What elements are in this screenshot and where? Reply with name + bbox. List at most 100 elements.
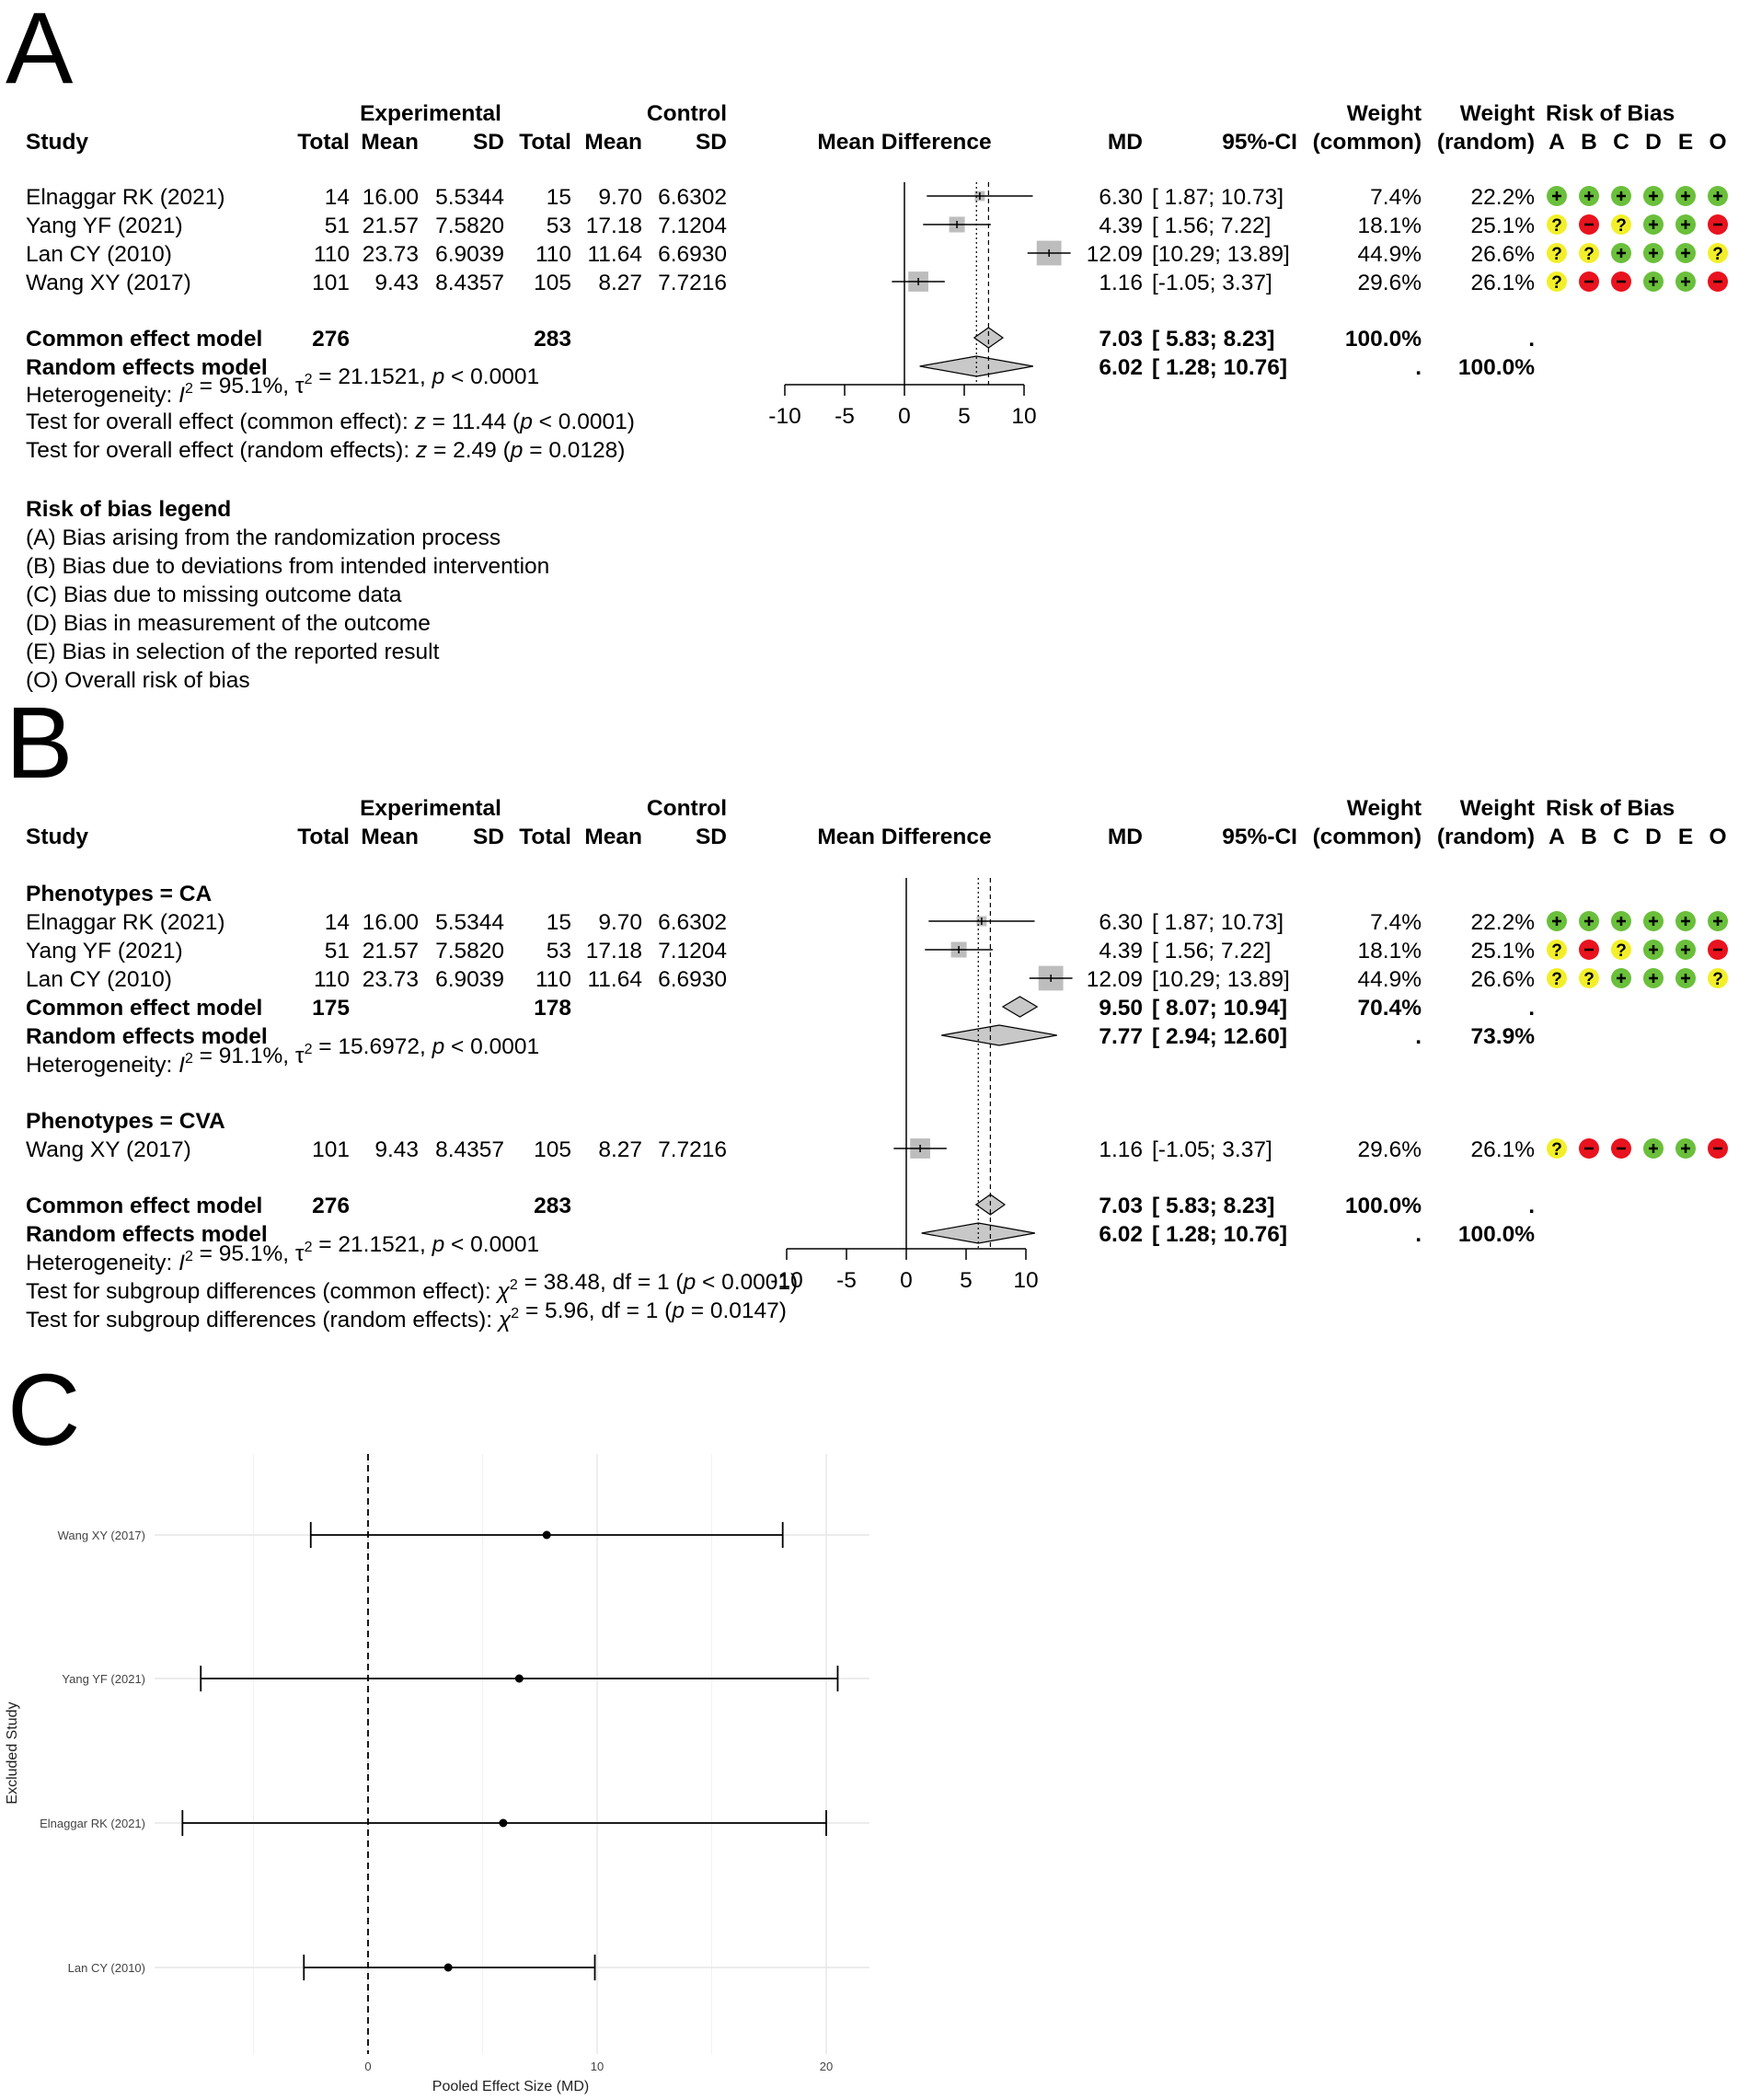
rob-low-icon [1579,186,1599,206]
header-mean-difference: Mean Difference [817,130,991,155]
rob-low-icon [1675,940,1696,960]
rob-some-concerns-icon: ? [1547,940,1567,961]
header-risk-of-bias: Risk of Bias [1546,796,1675,821]
e-total: 51 [325,939,350,963]
text-fragment: = 38.48, df = 1 ( [518,1270,685,1295]
rob-high-icon [1611,1138,1631,1159]
rob-some-concerns-icon: ? [1579,968,1599,989]
rob-low-icon [1643,271,1664,292]
e-mean: 21.57 [363,939,419,963]
rob-some-concerns-icon: ? [1611,940,1631,961]
weight-common: 7.4% [1370,185,1422,210]
rob-low-icon [1643,214,1664,235]
risk-of-bias-legend-item: (C) Bias due to missing outcome data [26,583,402,607]
rob-circle [1579,968,1599,988]
c-point [499,1818,508,1828]
rob-low-icon [1643,940,1664,960]
weight-common: 29.6% [1358,1137,1422,1162]
text-fragment: p [683,1270,697,1295]
ci-value: [-1.05; 3.37] [1152,1137,1272,1162]
model-c-total: 178 [534,996,571,1021]
md-value: 6.30 [1099,910,1143,935]
text-fragment: < 0.0001 [444,1034,539,1059]
e-sd: 7.5820 [435,213,504,238]
text-fragment: < 0.0001 [444,364,539,389]
header-mean-difference: Mean Difference [817,825,991,849]
rob-low-icon [1675,911,1696,931]
overall-effect-common-text: Test for overall effect (common effect):… [26,410,635,434]
c-sd: 7.1204 [658,939,727,963]
text-fragment: τ [295,374,305,398]
risk-of-bias-legend-item: (E) Bias in selection of the reported re… [26,640,440,664]
weight-random: 22.2% [1471,910,1535,935]
c-y-tick-label: Yang YF (2021) [62,1672,145,1686]
weight-random: 25.1% [1471,213,1535,238]
e-mean: 21.57 [363,213,419,238]
rob-low-icon [1675,968,1696,988]
rob-high-icon [1708,1138,1728,1159]
pooled-diamond [941,1024,1057,1046]
c-y-axis-title: Excluded Study [5,1702,20,1804]
e-sd: 7.5820 [435,939,504,963]
rob-low-icon [1643,1138,1664,1159]
rob-circle [1611,214,1631,235]
header-weight-random: Weight [1460,101,1535,126]
header-md: MD [1108,130,1143,155]
header-rob-domain-D: D [1645,825,1662,849]
x-tick-label: -10 [768,404,800,429]
rob-circle [1611,940,1631,960]
e-sd: 8.4357 [435,1137,504,1162]
e-mean: 16.00 [363,910,419,935]
model-weight-random: . [1528,1194,1535,1218]
header-95ci: 95%-CI [1222,130,1297,155]
rob-high-icon [1708,271,1728,292]
subgroup-difference-common-text: Test for subgroup differences (common ef… [26,1270,798,1304]
text-fragment: I [178,383,185,408]
text-fragment: Test for subgroup differences (random ef… [26,1308,499,1333]
text-fragment: < 0.0001) [696,1270,798,1295]
header-rob-domain-B: B [1581,825,1597,849]
x-tick-label: 5 [960,1268,973,1293]
rob-circle [1547,271,1567,292]
header-c-sd: SD [696,825,727,849]
text-fragment: = 21.1521, [312,364,432,389]
rob-low-icon [1611,968,1631,988]
ci-value: [ 1.56; 7.22] [1152,213,1271,238]
c-sd: 7.7216 [658,1137,727,1162]
rob-low-icon [1643,968,1664,988]
e-sd: 5.5344 [435,910,504,935]
model-label: Common effect model [26,327,262,352]
header-rob-domain-B: B [1581,130,1597,155]
text-fragment: χ [497,1308,512,1333]
text-fragment: Heterogeneity: [26,1251,178,1275]
rob-low-icon [1675,214,1696,235]
c-mean: 11.64 [588,967,643,992]
rob-low-icon [1675,243,1696,263]
c-total: 15 [547,185,571,210]
header-rob-domain-C: C [1613,825,1629,849]
rob-low-icon [1643,186,1664,206]
weight-common: 18.1% [1358,939,1422,963]
model-weight-common: . [1415,355,1422,380]
c-total: 53 [547,213,571,238]
c-x-tick-label: 10 [591,2060,604,2073]
rob-high-icon [1611,271,1631,292]
rob-some-concerns-icon: ? [1611,214,1631,236]
e-mean: 9.43 [374,271,419,295]
rob-circle [1579,243,1599,263]
superscript: 2 [305,1042,313,1057]
md-value: 6.30 [1099,185,1143,210]
header-rob-domain-A: A [1549,825,1565,849]
heterogeneity-text: Heterogeneity: I2 = 95.1%, τ2 = 21.1521,… [26,1232,539,1275]
e-mean: 16.00 [363,185,419,210]
model-ci: [ 8.07; 10.94] [1152,996,1287,1021]
rob-some-concerns-icon: ? [1547,243,1567,264]
ci-value: [ 1.56; 7.22] [1152,939,1271,963]
model-md: 7.77 [1099,1024,1143,1049]
superscript: 2 [185,1249,193,1264]
study-name: Lan CY (2010) [26,242,172,267]
study-name: Wang XY (2017) [26,271,191,295]
rob-circle [1547,214,1567,235]
header-c-mean: Mean [584,130,642,155]
model-label: Random effects model [26,1024,268,1049]
